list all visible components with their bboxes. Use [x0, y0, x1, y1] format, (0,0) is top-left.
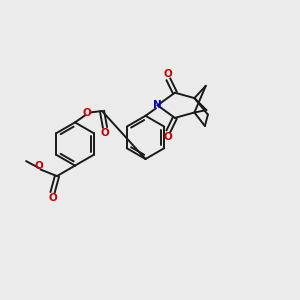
Text: O: O: [34, 160, 43, 171]
Text: O: O: [82, 107, 91, 118]
Text: N: N: [153, 100, 162, 110]
Text: O: O: [48, 193, 57, 203]
Text: O: O: [164, 69, 173, 79]
Text: O: O: [164, 132, 173, 142]
Text: O: O: [100, 128, 109, 138]
